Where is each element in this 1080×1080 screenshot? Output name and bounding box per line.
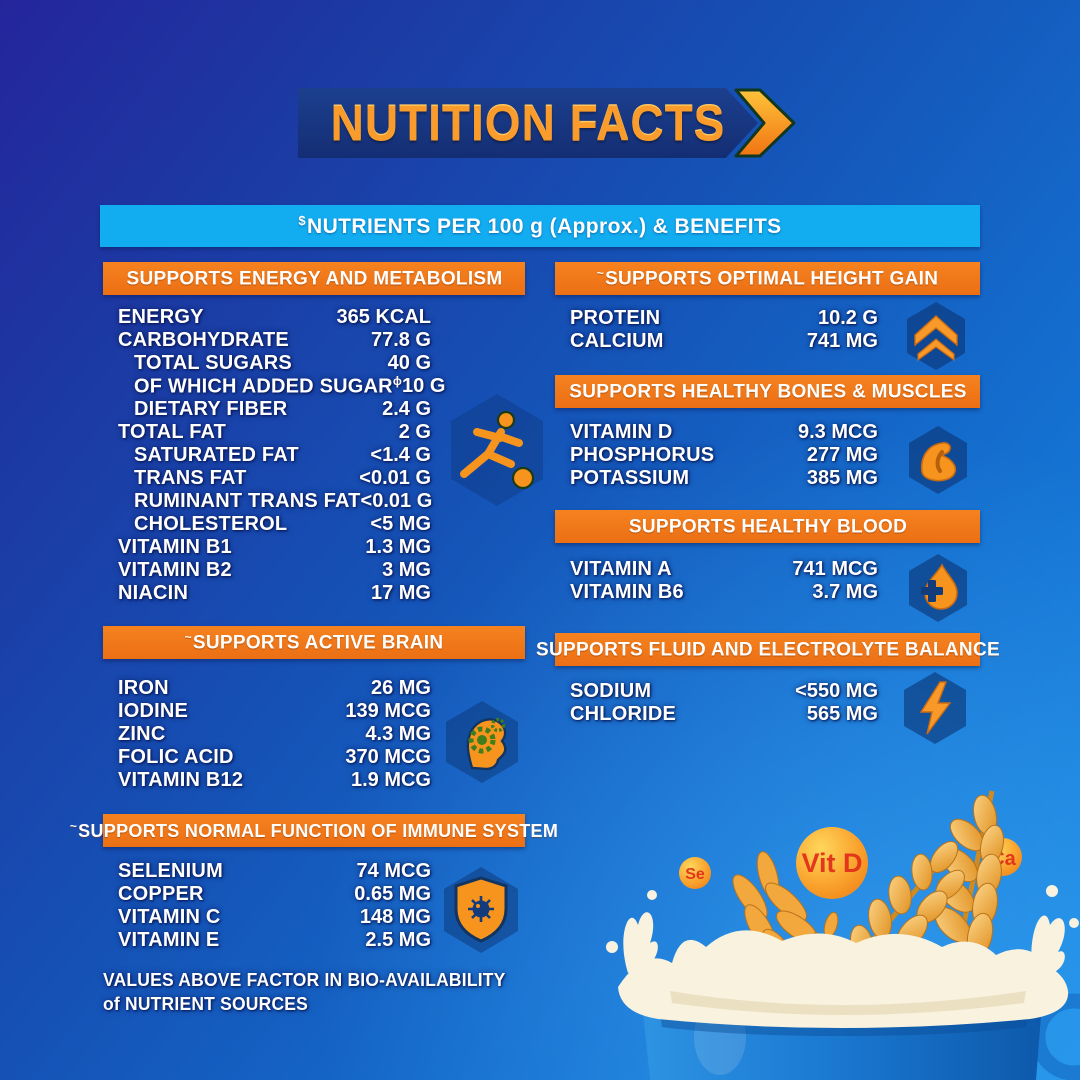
footnote-line1: VALUES ABOVE FACTOR IN BIO-AVAILABILITY [103,969,506,991]
table-row: ENERGY 365 KCAL [118,306,431,328]
table-row: COPPER 0.65 MG [118,883,431,905]
energy-rows: ENERGY 365 KCAL CARBOHYDRATE 77.8 G TOTAL … [118,306,446,605]
table-row: VITAMIN A 741 MCG [570,558,878,580]
table-row: CHOLESTEROL <5 MG [134,513,431,535]
badge-se: Se [679,857,711,889]
brain-rows: IRON 26 MG IODINE 139 MCG ZINC 4.3 MG FOLIC… [118,677,431,792]
table-row: VITAMIN B2 3 MG [118,559,431,581]
immune-rows: SELENIUM 74 MCG COPPER 0.65 MG VITAMIN C 14… [118,860,431,952]
table-row: IRON 26 MG [118,677,431,699]
section-header-blood: SUPPORTS HEALTHY BLOOD [555,510,980,543]
badge-se-label: Se [685,866,705,883]
page-title: NUTITION FACTS [330,94,726,152]
table-row: TOTAL FAT 2 G [118,421,431,443]
footnote-line2: of NUTRIENT SOURCES [103,993,309,1015]
badge-vit-d-label: Vit D [801,848,862,878]
nutrients-per-100g-label: $NUTRIENTS PER 100 g (Approx.) & BENEFIT… [298,213,782,238]
title-banner: NUTITION FACTS [298,88,758,158]
table-row: RUMINANT TRANS FAT <0.01 G [134,490,433,512]
table-row: ZINC 4.3 MG [118,723,431,745]
footnote: VALUES ABOVE FACTOR IN BIO-AVAILABILITY … [103,968,506,1016]
milk-mug-wheat-illustration: Se Vit D Ca [606,790,1080,1080]
table-row: VITAMIN D 9.3 MCG [570,421,878,443]
table-row: PROTEIN 10.2 G [570,307,878,329]
section-header-height: ~SUPPORTS OPTIMAL HEIGHT GAIN [555,262,980,295]
table-row: VITAMIN C 148 MG [118,906,431,928]
table-row: TOTAL SUGARS 40 G [134,352,431,374]
table-row: PHOSPHORUS 277 MG [570,444,878,466]
shield-virus-icon [444,867,518,953]
table-row: NIACIN 17 MG [118,582,431,604]
table-row: VITAMIN B12 1.9 MCG [118,769,431,791]
section-header-fluid: SUPPORTS FLUID AND ELECTROLYTE BALANCE [536,633,1000,666]
table-row: POTASSIUM 385 MG [570,467,878,489]
table-row: DIETARY FIBER 2.4 G [134,398,431,420]
height-rows: PROTEIN 10.2 G CALCIUM 741 MG [570,307,878,353]
muscle-arm-icon [909,426,967,494]
table-row: TRANS FAT <0.01 G [134,467,431,489]
section-header-immune: ~SUPPORTS NORMAL FUNCTION OF IMMUNE SYST… [70,814,558,847]
blood-drop-cross-icon [909,554,967,622]
nutrients-per-100g-bar: $NUTRIENTS PER 100 g (Approx.) & BENEFIT… [100,205,980,247]
table-row: CHLORIDE 565 MG [570,703,878,725]
table-row: VITAMIN B6 3.7 MG [570,581,878,603]
table-row: SELENIUM 74 MCG [118,860,431,882]
blood-rows: VITAMIN A 741 MCG VITAMIN B6 3.7 MG [570,558,878,604]
fluid-rows: SODIUM <550 MG CHLORIDE 565 MG [570,680,878,726]
bones-rows: VITAMIN D 9.3 MCG PHOSPHORUS 277 MG POTASS… [570,421,878,490]
table-row: FOLIC ACID 370 MCG [118,746,431,768]
table-row: IODINE 139 MCG [118,700,431,722]
milk-splash [606,885,1079,1028]
table-row: CARBOHYDRATE 77.8 G [118,329,431,351]
double-arrow-right-icon [734,88,796,158]
table-row: VITAMIN E 2.5 MG [118,929,431,951]
table-row: OF WHICH ADDED SUGARϕ 10 G [134,374,446,398]
table-row: SATURATED FAT <1.4 G [134,444,431,466]
section-header-energy: SUPPORTS ENERGY AND METABOLISM [103,262,525,295]
badge-vit-d: Vit D [796,827,868,899]
section-header-bones: SUPPORTS HEALTHY BONES & MUSCLES [555,375,980,408]
table-row: CALCIUM 741 MG [570,330,878,352]
lightning-bolt-icon [904,672,966,744]
table-row: SODIUM <550 MG [570,680,878,702]
double-chevron-up-icon [907,302,965,370]
runner-icon [451,394,543,506]
brain-gear-icon [446,701,518,783]
table-row: VITAMIN B1 1.3 MG [118,536,431,558]
dollar-footmark: $ [298,213,307,228]
section-header-brain: ~SUPPORTS ACTIVE BRAIN [103,626,525,659]
